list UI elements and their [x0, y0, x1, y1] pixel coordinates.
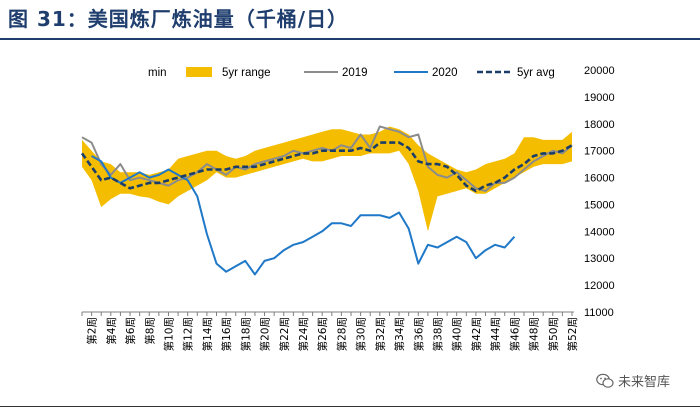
y-tick-label: 16000 — [584, 173, 615, 185]
x-tick-label: 第24周 — [297, 317, 310, 351]
y-tick-label: 20000 — [584, 65, 615, 77]
axes: 第2周 第4周 第6周 第8周 第10周 第12周 第14周 第16周 第18周 第20周 第22周… — [81, 65, 615, 351]
x-tick-label: 第40周 — [451, 317, 464, 351]
x-tick-label: 第2周 — [86, 317, 99, 345]
x-tick-label: 第44周 — [489, 317, 502, 351]
x-tick-label: 第32周 — [374, 317, 387, 351]
series-line-5yr-avg — [80, 141, 573, 193]
x-tick-label: 第16周 — [220, 317, 233, 351]
x-tick-label: 第14周 — [201, 317, 214, 351]
y-tick-label: 19000 — [584, 92, 615, 104]
range-band — [82, 126, 572, 232]
legend-label-2020: 2020 — [432, 67, 458, 79]
x-tick-label: 第46周 — [508, 317, 521, 351]
x-tick-label: 第6周 — [124, 317, 137, 345]
x-tick-label: 第38周 — [431, 317, 444, 351]
x-tick-label: 第10周 — [162, 317, 175, 351]
y-tick-label: 12000 — [584, 280, 615, 292]
legend-label-min: min — [148, 67, 167, 79]
figure-title: 图 31：美国炼厂炼油量（千桶/日） — [8, 7, 349, 31]
y-tick-label: 17000 — [584, 146, 615, 158]
x-tick-label: 第36周 — [412, 317, 425, 351]
legend-label-avg: 5yr avg — [517, 67, 555, 79]
title-divider — [0, 38, 700, 40]
plot-area — [80, 125, 573, 276]
bottom-divider — [0, 406, 700, 407]
y-tick-label: 11000 — [584, 307, 614, 319]
x-tick-label: 第28周 — [335, 317, 348, 351]
x-tick-label: 第20周 — [259, 317, 272, 351]
x-tick-label: 第30周 — [355, 317, 368, 351]
y-tick-label: 14000 — [584, 226, 615, 238]
x-tick-label: 第52周 — [566, 317, 579, 351]
wechat-icon — [596, 373, 614, 388]
x-tick-label: 第22周 — [278, 317, 291, 351]
y-tick-label: 13000 — [584, 253, 615, 265]
x-tick-label: 第18周 — [239, 317, 252, 351]
watermark: 未来智库 — [596, 371, 670, 390]
x-tick-label: 第48周 — [528, 317, 541, 351]
x-tick-label: 第4周 — [105, 317, 118, 345]
y-tick-label: 15000 — [584, 199, 615, 211]
x-tick-label: 第12周 — [182, 317, 195, 351]
x-tick-label: 第8周 — [143, 317, 156, 345]
legend: min 5yr range 2019 2020 5yr avg — [148, 67, 555, 79]
x-tick-label: 第34周 — [393, 317, 406, 351]
y-tick-label: 18000 — [584, 119, 615, 131]
x-tick-label: 第50周 — [547, 317, 560, 351]
legend-label-range: 5yr range — [222, 67, 271, 79]
series-line-2020 — [91, 155, 516, 276]
x-tick-label: 第26周 — [316, 317, 329, 351]
legend-label-2019: 2019 — [342, 67, 368, 79]
watermark-text: 未来智库 — [618, 375, 671, 390]
legend-swatch-range — [186, 67, 212, 77]
x-tick-label: 第42周 — [470, 317, 483, 351]
series-line-2019 — [81, 125, 573, 192]
